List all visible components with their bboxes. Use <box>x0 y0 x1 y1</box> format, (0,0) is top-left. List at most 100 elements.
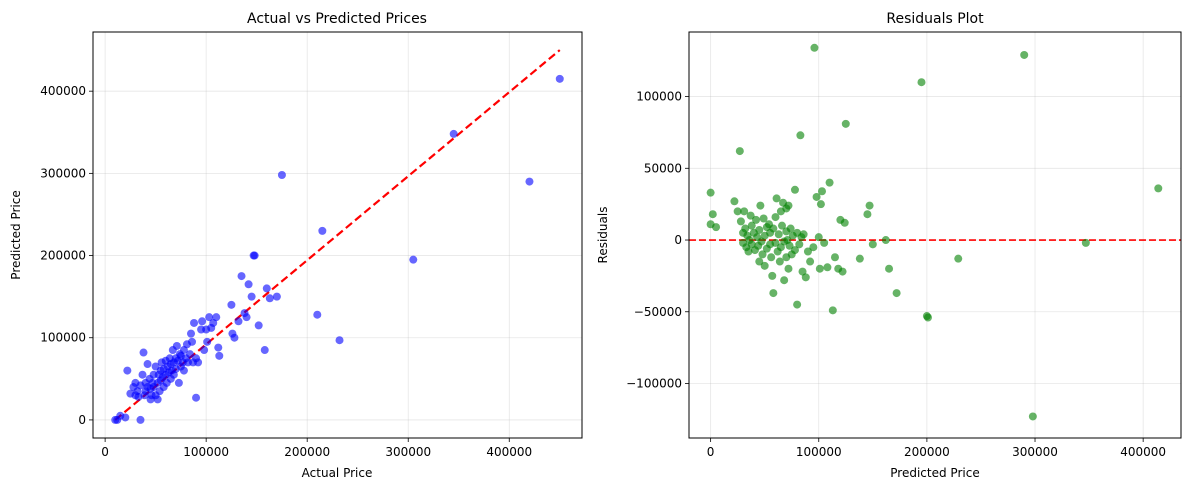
data-point <box>179 366 188 375</box>
data-point <box>265 294 274 303</box>
data-point <box>855 254 864 263</box>
y-tick-label: 50000 <box>644 161 682 175</box>
data-point <box>790 185 799 194</box>
data-point <box>755 257 764 266</box>
data-point <box>838 267 847 276</box>
data-point <box>917 78 926 87</box>
y-tick-label: −100000 <box>626 376 682 390</box>
data-point <box>799 230 808 239</box>
data-point <box>868 240 877 249</box>
data-point <box>806 257 815 266</box>
plot-frame <box>688 31 1182 439</box>
data-point <box>752 215 761 224</box>
data-point <box>172 341 181 350</box>
data-point <box>733 207 742 216</box>
data-point <box>746 211 755 220</box>
data-point <box>823 263 832 272</box>
actual-vs-predicted-panel: Actual vs Predicted Prices Actual Price … <box>9 11 583 480</box>
data-point <box>227 300 236 309</box>
data-point <box>830 253 839 262</box>
data-point <box>812 192 821 201</box>
data-point <box>809 243 818 252</box>
chart-title: Actual vs Predicted Prices <box>247 11 427 27</box>
data-point <box>785 241 794 250</box>
data-point <box>828 306 837 315</box>
data-point <box>254 321 263 330</box>
data-point <box>1028 412 1037 421</box>
x-tick-label: 100000 <box>183 445 229 459</box>
residuals-panel: Residuals Plot Predicted Price Residuals… <box>596 11 1182 480</box>
data-point <box>706 188 715 197</box>
data-point <box>121 413 130 422</box>
y-tick-label: 100000 <box>40 331 86 345</box>
data-point <box>1081 238 1090 247</box>
data-point <box>755 225 764 234</box>
data-point <box>1020 50 1029 59</box>
y-tick-label: 200000 <box>40 249 86 263</box>
data-point <box>786 224 795 233</box>
data-point <box>214 343 223 352</box>
data-point <box>247 292 256 301</box>
data-point <box>759 214 768 223</box>
data-point <box>784 264 793 273</box>
data-point <box>768 271 777 280</box>
data-point <box>449 129 458 138</box>
data-point <box>153 395 162 404</box>
data-point <box>769 289 778 298</box>
data-point <box>409 255 418 264</box>
data-point <box>756 201 765 210</box>
data-point <box>185 350 194 359</box>
data-point <box>313 310 322 319</box>
data-point <box>212 313 221 322</box>
data-point <box>775 257 784 266</box>
data-point <box>758 250 767 259</box>
data-point <box>712 223 721 232</box>
data-point <box>863 210 872 219</box>
data-point <box>138 370 147 379</box>
data-point <box>885 264 894 273</box>
y-tick-label: 0 <box>78 413 86 427</box>
data-point <box>795 240 804 249</box>
data-point <box>865 201 874 210</box>
x-tick-label: 400000 <box>1120 445 1166 459</box>
data-point <box>192 393 201 402</box>
x-tick-label: 100000 <box>796 445 842 459</box>
plot-frame <box>92 31 583 439</box>
data-point <box>244 280 253 289</box>
data-point <box>735 147 744 156</box>
data-point <box>796 131 805 140</box>
x-axis-label: Predicted Price <box>890 466 979 480</box>
data-point <box>772 194 781 203</box>
data-point <box>923 313 932 322</box>
data-point <box>205 313 214 322</box>
y-tick-label: 400000 <box>40 84 86 98</box>
y-tick-label: 0 <box>674 233 682 247</box>
data-point <box>771 238 780 247</box>
data-point <box>187 329 196 338</box>
data-point <box>123 366 132 375</box>
data-point <box>801 273 810 282</box>
data-point <box>200 346 209 355</box>
data-point <box>816 200 825 209</box>
data-point <box>793 300 802 309</box>
data-point <box>250 251 259 260</box>
data-point <box>814 233 823 242</box>
data-point <box>194 358 203 367</box>
x-tick-label: 0 <box>707 445 715 459</box>
x-tick-label: 400000 <box>486 445 532 459</box>
y-tick-label: 300000 <box>40 166 86 180</box>
data-point <box>143 360 152 369</box>
data-point <box>841 119 850 128</box>
data-point <box>784 201 793 210</box>
data-point <box>760 261 769 270</box>
data-point <box>1154 184 1163 193</box>
x-tick-label: 200000 <box>284 445 330 459</box>
y-tick-label: −50000 <box>634 305 682 319</box>
data-point <box>825 178 834 187</box>
y-axis-label: Residuals <box>596 207 610 264</box>
data-point <box>525 177 534 186</box>
data-point <box>744 247 753 256</box>
x-tick-label: 0 <box>101 445 109 459</box>
data-point <box>260 346 269 355</box>
